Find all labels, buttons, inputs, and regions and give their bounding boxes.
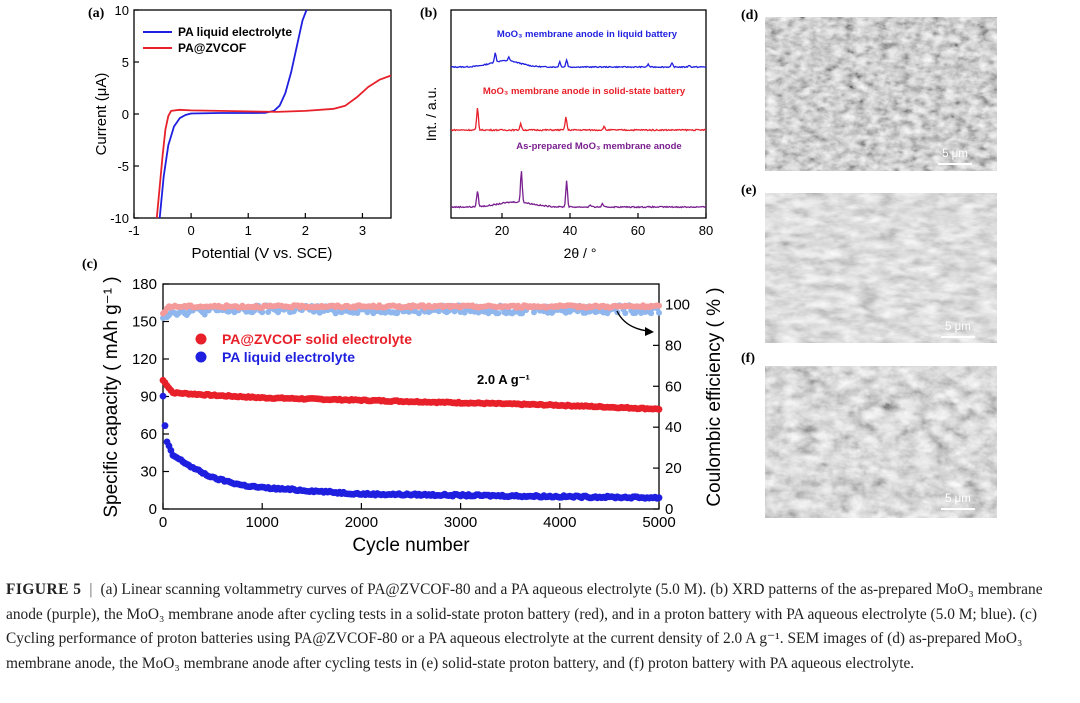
panel-c-ytick-right-label: 100 bbox=[665, 296, 690, 313]
data-point bbox=[159, 392, 167, 400]
data-point bbox=[656, 309, 662, 316]
legend-marker-pa-zvcof bbox=[195, 333, 207, 345]
data-point bbox=[531, 309, 537, 316]
panel-c-ylabel-left: Specific capacity ( mAh g⁻¹ ) bbox=[101, 276, 122, 517]
panel-a-ytick-label: -5 bbox=[117, 159, 129, 174]
scale-bar-d bbox=[938, 163, 972, 165]
legend-label-pa-liquid: PA liquid electrolyte bbox=[178, 25, 292, 39]
panel-c-ytick-right-label: 0 bbox=[665, 501, 673, 518]
panel-c-ytick-left-label: 60 bbox=[140, 426, 157, 443]
xrd-label-solid: MoO₃ membrane anode in solid-state batte… bbox=[483, 86, 686, 97]
panel-a-xtick-label: -1 bbox=[128, 223, 140, 238]
panel-c-ylabel-right: Coulombic efficiency ( % ) bbox=[704, 287, 725, 506]
panel-a-ytick-label: 0 bbox=[122, 107, 129, 122]
panel-e-letter: (e) bbox=[741, 183, 757, 198]
efficiency-arrow-head bbox=[645, 327, 654, 336]
panel-c-xtick-label: 3000 bbox=[444, 514, 477, 531]
efficiency-points-pa-zvcof bbox=[160, 302, 662, 317]
legend-label-pa-zvcof: PA@ZVCOF bbox=[178, 41, 246, 55]
panel-a-xtick-label: 3 bbox=[359, 223, 366, 238]
panel-c-ytick-left-label: 120 bbox=[132, 351, 157, 368]
data-point bbox=[495, 310, 502, 317]
panel-a-xtick-label: 0 bbox=[187, 223, 194, 238]
panel-c-chart: (c) 0 1000 2000 3000 4000 5000030609012015018… bbox=[82, 257, 725, 556]
panel-c-xtick-label: 0 bbox=[159, 514, 167, 531]
panel-b-xtick-label: 20 bbox=[495, 223, 509, 238]
panel-c-ytick-left-label: 150 bbox=[132, 314, 157, 331]
capacity-points-pa-zvcof bbox=[159, 376, 663, 413]
panel-c-ytick-right-label: 60 bbox=[665, 378, 682, 395]
caption-text: (a) Linear scanning voltammetry curves o… bbox=[6, 581, 1043, 672]
data-point bbox=[415, 310, 422, 317]
legend-text-pa-liquid-c: PA liquid electrolyte bbox=[222, 349, 355, 365]
xrd-label-liquid: MoO₃ membrane anode in liquid battery bbox=[497, 29, 678, 40]
scale-label-d: 5 μm bbox=[942, 148, 968, 160]
scale-bar-f bbox=[941, 508, 975, 510]
panel-a-letter: (a) bbox=[88, 6, 105, 21]
panel-d-letter: (d) bbox=[741, 8, 758, 23]
data-point bbox=[259, 309, 266, 316]
panel-c-xlabel: Cycle number bbox=[352, 535, 470, 556]
panel-c-letter: (c) bbox=[82, 257, 98, 272]
data-point bbox=[201, 311, 208, 318]
panel-a-ylabel: Current (μA) bbox=[93, 73, 110, 156]
capacity-points-pa-liquid bbox=[159, 392, 663, 502]
panel-c-xtick-label: 4000 bbox=[543, 514, 576, 531]
sem-image-f bbox=[765, 366, 997, 518]
panel-f-letter: (f) bbox=[741, 351, 755, 366]
panel-c-ytick-left-label: 90 bbox=[140, 389, 157, 406]
data-point bbox=[655, 494, 663, 502]
xrd-label-as-prepared: As-prepared MoO₃ membrane anode bbox=[516, 141, 681, 152]
panel-a-ytick-label: 5 bbox=[122, 55, 129, 70]
data-point bbox=[354, 310, 361, 316]
figure-caption: FIGURE 5 | (a) Linear scanning voltammetry… bbox=[6, 578, 1074, 676]
data-point bbox=[648, 310, 655, 317]
panel-a-xtick-label: 2 bbox=[302, 223, 309, 238]
panel-a-ytick-label: -10 bbox=[110, 211, 129, 226]
panel-c-xtick-label: 1000 bbox=[246, 514, 279, 531]
panel-b-xtick-label: 60 bbox=[631, 223, 645, 238]
xrd-pattern-solid bbox=[450, 108, 707, 132]
panel-c-ytick-right-label: 40 bbox=[665, 419, 682, 436]
data-point bbox=[655, 405, 663, 413]
panel-a-ytick-label: 10 bbox=[115, 3, 129, 18]
scale-label-e: 5 μm bbox=[945, 321, 971, 333]
xrd-pattern-as-prepared bbox=[450, 171, 707, 209]
panel-b-xtick-label: 80 bbox=[699, 223, 713, 238]
panel-c-ytick-right-label: 80 bbox=[665, 337, 682, 354]
panel-c-ytick-right-label: 20 bbox=[665, 460, 682, 477]
scale-bar-e bbox=[941, 336, 975, 338]
panel-c-xtick-label: 2000 bbox=[345, 514, 378, 531]
caption-separator: | bbox=[89, 581, 93, 598]
sem-image-d bbox=[765, 17, 997, 171]
panel-b-xtick-label: 40 bbox=[563, 223, 577, 238]
xrd-pattern-liquid bbox=[450, 52, 707, 69]
data-point bbox=[622, 310, 629, 317]
panel-c-ytick-left-label: 180 bbox=[132, 276, 157, 293]
panel-b-chart: (b) 20 40 60 80 MoO₃ membrane anode in liqu… bbox=[420, 6, 713, 261]
panel-b-xlabel: 2θ / ° bbox=[564, 245, 597, 261]
legend-text-pa-zvcof-solid: PA@ZVCOF solid electrolyte bbox=[222, 331, 412, 347]
panel-b-letter: (b) bbox=[420, 6, 437, 21]
panel-b-ylabel: Int. / a.u. bbox=[423, 87, 439, 141]
efficiency-axis-arrow bbox=[616, 310, 649, 332]
caption-figure-label: FIGURE 5 bbox=[6, 581, 82, 598]
scale-label-f: 5 μm bbox=[945, 493, 971, 505]
legend-label-pa-zvcof-solid: PA@ZVCOF solid electrolyte bbox=[222, 331, 412, 347]
panel-c-ytick-left-label: 30 bbox=[140, 464, 157, 481]
legend-marker-pa-liquid bbox=[195, 351, 207, 363]
panel-c-ytick-left-label: 0 bbox=[149, 501, 157, 518]
data-point bbox=[161, 422, 169, 430]
panel-a-xtick-label: 1 bbox=[245, 223, 252, 238]
current-density-annotation: 2.0 A g⁻¹ bbox=[477, 372, 530, 387]
panel-a-xlabel: Potential (V vs. SCE) bbox=[192, 245, 333, 262]
panel-c-xtick-label: 5000 bbox=[642, 514, 675, 531]
legend-label-pa-liquid-c: PA liquid electrolyte bbox=[222, 349, 355, 365]
data-point bbox=[656, 302, 662, 309]
sem-image-e bbox=[765, 193, 997, 343]
series-line-pa-liquid bbox=[158, 9, 308, 219]
series-line-pa-zvcof bbox=[155, 74, 392, 219]
